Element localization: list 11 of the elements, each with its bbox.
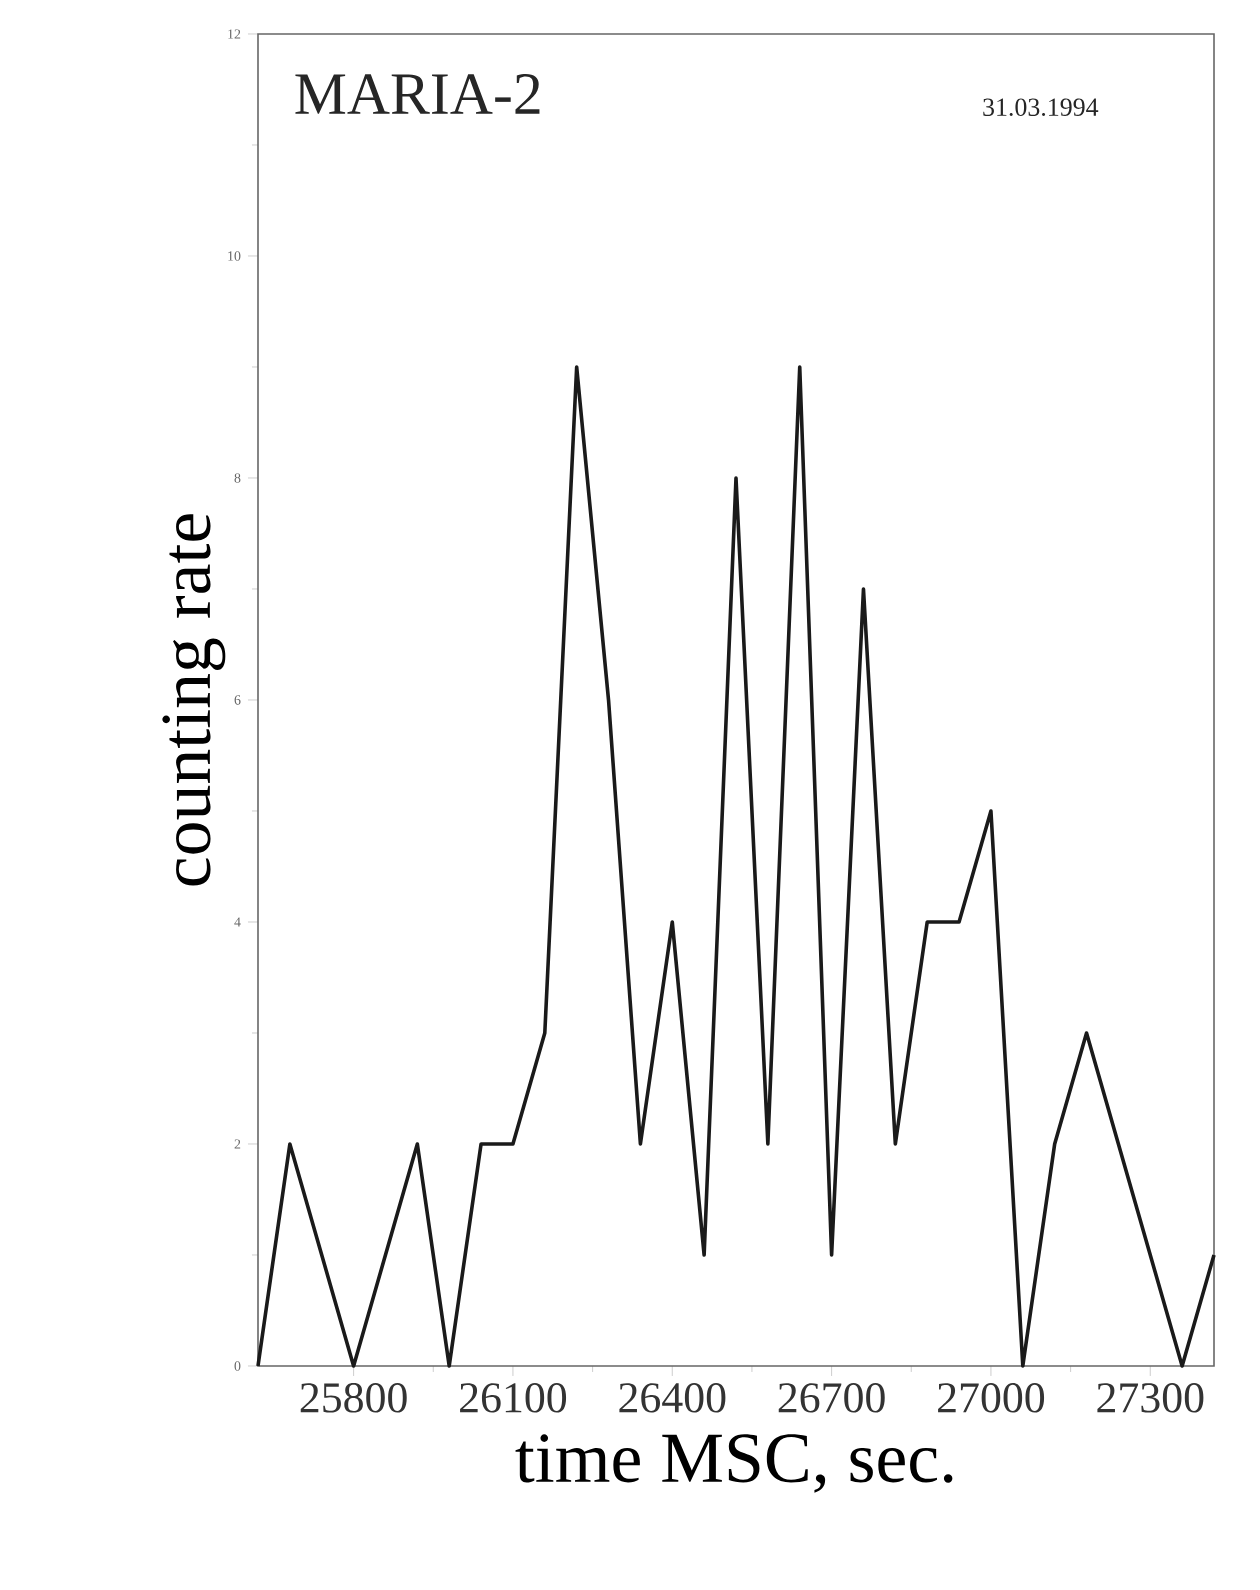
x-tick-label: 26700 (778, 1383, 885, 1413)
annotation: MARIA-2 (295, 74, 540, 114)
x-tick-label: 27000 (938, 1383, 1045, 1413)
y-axis-title: counting rate (162, 514, 226, 886)
line-series (256, 365, 1216, 1368)
x-tick-label: 26100 (460, 1383, 567, 1413)
x-axis-title: time MSC, sec. (515, 1434, 953, 1493)
x-tick-label: 25800 (300, 1383, 407, 1413)
x-tick-label: 26400 (619, 1383, 726, 1413)
x-tick-label: 27300 (1097, 1383, 1204, 1413)
annotation: 31.03.1994 (983, 98, 1099, 117)
